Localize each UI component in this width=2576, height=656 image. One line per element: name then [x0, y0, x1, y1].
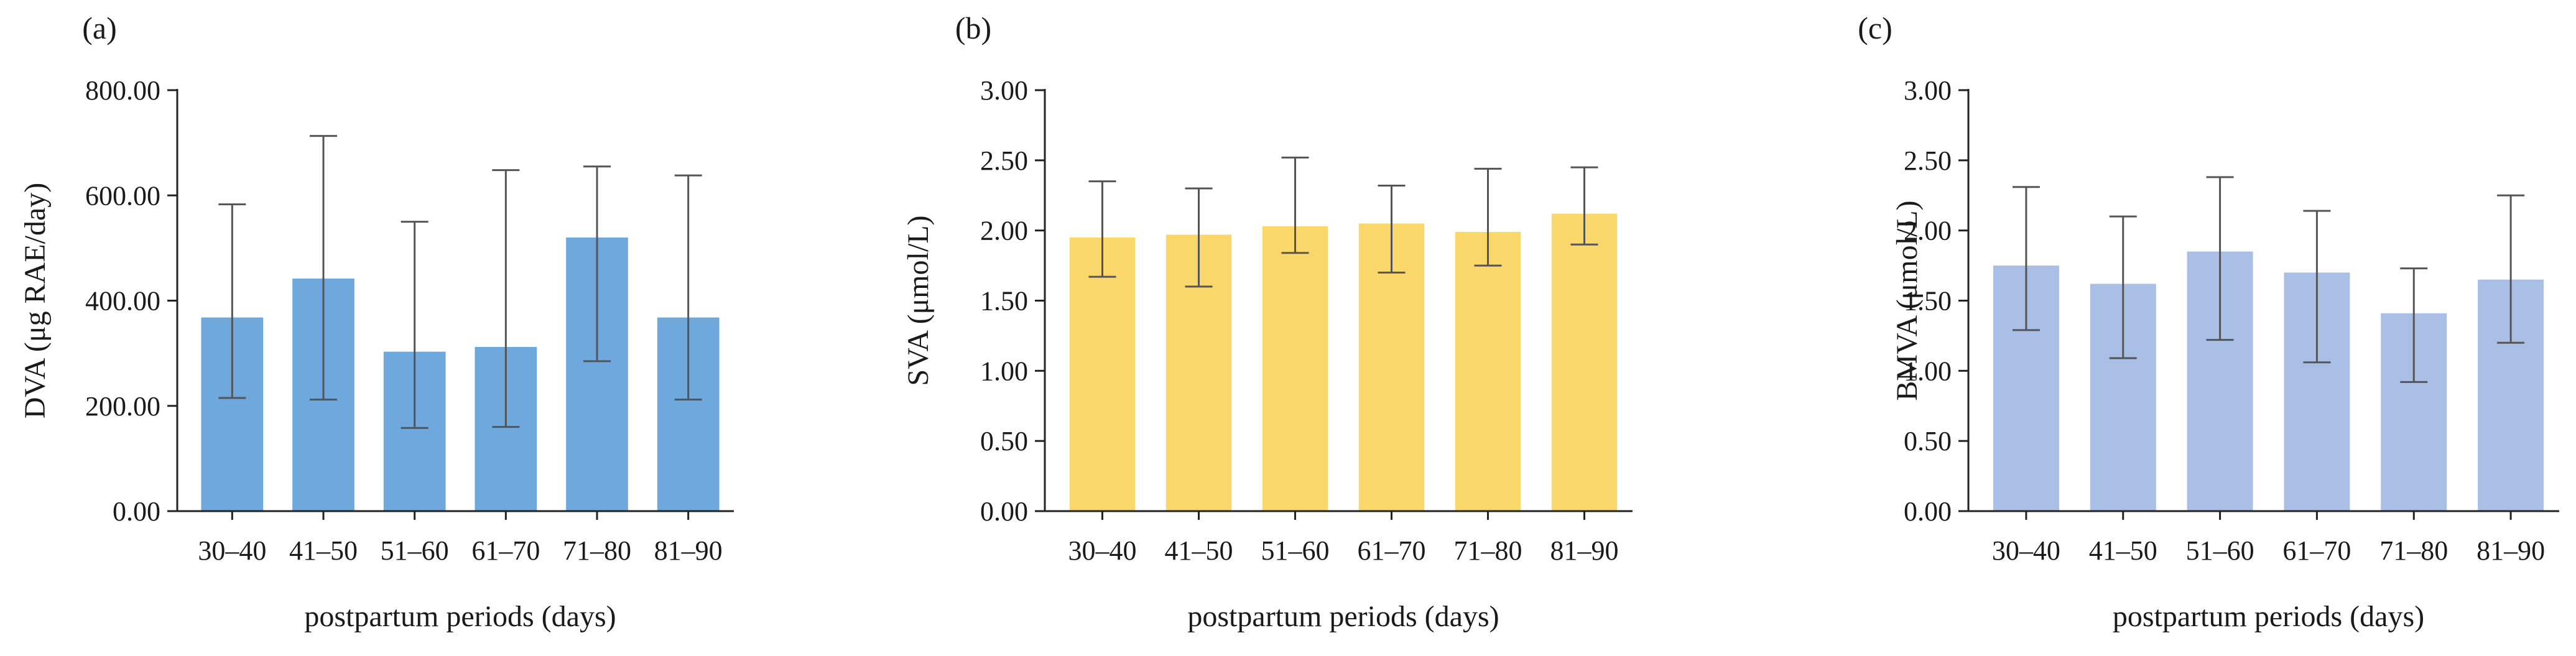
panel-label: (c): [1858, 11, 1893, 45]
y-tick-label: 0.00: [113, 496, 160, 527]
panel-label: (a): [82, 11, 117, 45]
x-tick-label: 51–60: [1261, 535, 1330, 566]
y-tick-label: 3.00: [980, 75, 1028, 106]
chart-panel-a: (a) 30–40 41–50 51–60 61–70 71–80 81–90 0.00 200…: [19, 11, 734, 633]
bar-81–90: [1551, 213, 1618, 511]
x-tick-label: 30–40: [1068, 535, 1137, 566]
panel-label: (b): [955, 11, 991, 45]
y-tick-label: 0.50: [980, 426, 1028, 456]
y-tick-label: 200.00: [85, 391, 160, 422]
y-tick-label: 1.50: [980, 286, 1028, 316]
x-tick-label: 61–70: [1358, 535, 1426, 566]
x-tick-label: 71–80: [563, 535, 631, 566]
x-tick-label: 61–70: [2282, 535, 2351, 566]
x-tick-label: 71–80: [1454, 535, 1522, 566]
x-axis-label: postpartum periods (days): [304, 600, 616, 633]
bar-30–40: [1069, 237, 1136, 511]
x-tick-label: 30–40: [1992, 535, 2060, 566]
x-tick-label: 30–40: [198, 535, 266, 566]
y-axis-label: DVA (μg RAE/day): [19, 183, 52, 419]
x-tick-label: 41–50: [2089, 535, 2157, 566]
x-axis-label: postpartum periods (days): [2113, 600, 2424, 633]
x-axis-label: postpartum periods (days): [1187, 600, 1499, 633]
x-tick-label: 51–60: [381, 535, 449, 566]
y-tick-label: 2.50: [980, 146, 1028, 176]
y-tick-label: 1.50: [1904, 286, 1952, 316]
x-tick-label: 81–90: [1550, 535, 1619, 566]
x-tick-label: 41–50: [1165, 535, 1233, 566]
y-tick-label: 1.00: [980, 356, 1028, 386]
y-tick-label: 800.00: [85, 75, 160, 106]
y-tick-label: 0.50: [1904, 426, 1952, 456]
x-tick-label: 81–90: [654, 535, 723, 566]
y-tick-label: 0.00: [980, 496, 1028, 527]
y-tick-label: 1.00: [1904, 356, 1952, 386]
x-tick-label: 41–50: [289, 535, 358, 566]
y-tick-label: 600.00: [85, 180, 160, 211]
y-tick-label: 2.00: [1904, 216, 1952, 246]
y-tick-label: 400.00: [85, 286, 160, 316]
y-tick-label: 0.00: [1904, 496, 1952, 527]
bar-51–60: [1262, 226, 1328, 511]
y-axis-label: BMVA (μmol/L): [1891, 200, 1924, 400]
y-tick-label: 3.00: [1904, 75, 1952, 106]
y-tick-label: 2.00: [980, 216, 1028, 246]
x-tick-label: 51–60: [2186, 535, 2254, 566]
y-axis-label: SVA (μmol/L): [902, 215, 935, 386]
chart-panel-b: (b) 30–40 41–50 51–60 61–70 71–80 81–90 0.00 0.5…: [902, 11, 1633, 633]
x-tick-label: 61–70: [471, 535, 540, 566]
y-tick-label: 2.50: [1904, 146, 1952, 176]
bar-71–80: [1455, 231, 1521, 511]
chart-panel-c: (c) 30–40 41–50 51–60 61–70 71–80 81–90 0.00 0.5…: [1858, 11, 2559, 633]
x-tick-label: 71–80: [2379, 535, 2448, 566]
x-tick-label: 81–90: [2476, 535, 2545, 566]
